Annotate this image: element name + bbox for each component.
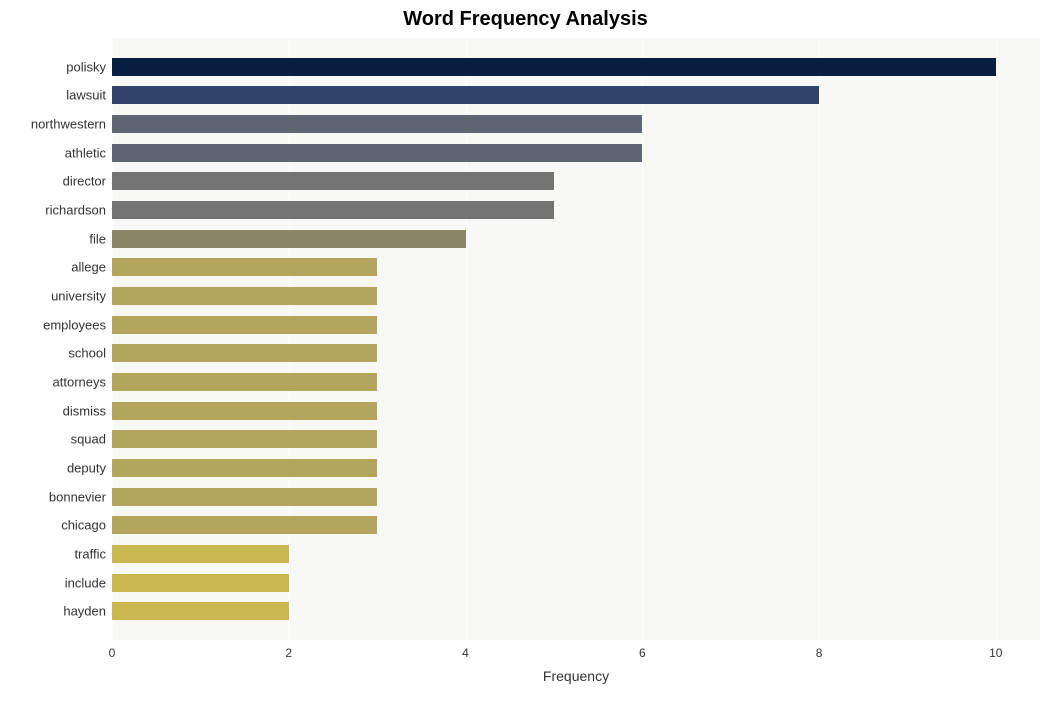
y-tick-label: employees (43, 317, 112, 332)
y-tick-label: include (65, 575, 112, 590)
x-tick-label: 4 (462, 646, 469, 660)
y-tick-label: file (89, 231, 112, 246)
y-tick-label: polisky (66, 59, 112, 74)
x-tick-label: 0 (109, 646, 116, 660)
y-tick-label: allege (71, 260, 112, 275)
bar (112, 488, 377, 506)
y-tick-label: university (51, 289, 112, 304)
y-tick-label: lawsuit (66, 88, 112, 103)
x-tick-label: 10 (989, 646, 1002, 660)
y-tick-label: athletic (65, 145, 112, 160)
bar (112, 574, 289, 592)
bar (112, 316, 377, 334)
bar (112, 287, 377, 305)
x-grid-line (996, 38, 997, 640)
x-axis-title: Frequency (543, 668, 609, 684)
bar (112, 172, 554, 190)
y-tick-label: dismiss (63, 403, 112, 418)
bar (112, 459, 377, 477)
bar (112, 258, 377, 276)
y-tick-label: deputy (67, 461, 112, 476)
bar (112, 545, 289, 563)
bar (112, 58, 996, 76)
bar (112, 230, 466, 248)
x-tick-label: 2 (285, 646, 292, 660)
bar (112, 373, 377, 391)
bar (112, 144, 642, 162)
bar (112, 86, 819, 104)
bar (112, 115, 642, 133)
bar (112, 430, 377, 448)
bar (112, 602, 289, 620)
x-grid-line (642, 38, 643, 640)
y-tick-label: director (63, 174, 112, 189)
y-tick-label: chicago (61, 518, 112, 533)
x-tick-label: 8 (816, 646, 823, 660)
bar (112, 516, 377, 534)
x-grid-line (819, 38, 820, 640)
y-tick-label: traffic (74, 547, 112, 562)
y-tick-label: attorneys (53, 375, 112, 390)
y-tick-label: squad (71, 432, 112, 447)
y-tick-label: northwestern (31, 117, 112, 132)
y-tick-label: richardson (45, 203, 112, 218)
chart-container: Word Frequency Analysis 0246810poliskyla… (0, 0, 1051, 701)
y-tick-label: school (68, 346, 112, 361)
bar (112, 201, 554, 219)
x-tick-label: 6 (639, 646, 646, 660)
bar (112, 402, 377, 420)
bar (112, 344, 377, 362)
y-tick-label: hayden (63, 604, 112, 619)
y-tick-label: bonnevier (49, 489, 112, 504)
plot-area: 0246810poliskylawsuitnorthwesternathleti… (112, 38, 1040, 640)
chart-title: Word Frequency Analysis (0, 8, 1051, 31)
